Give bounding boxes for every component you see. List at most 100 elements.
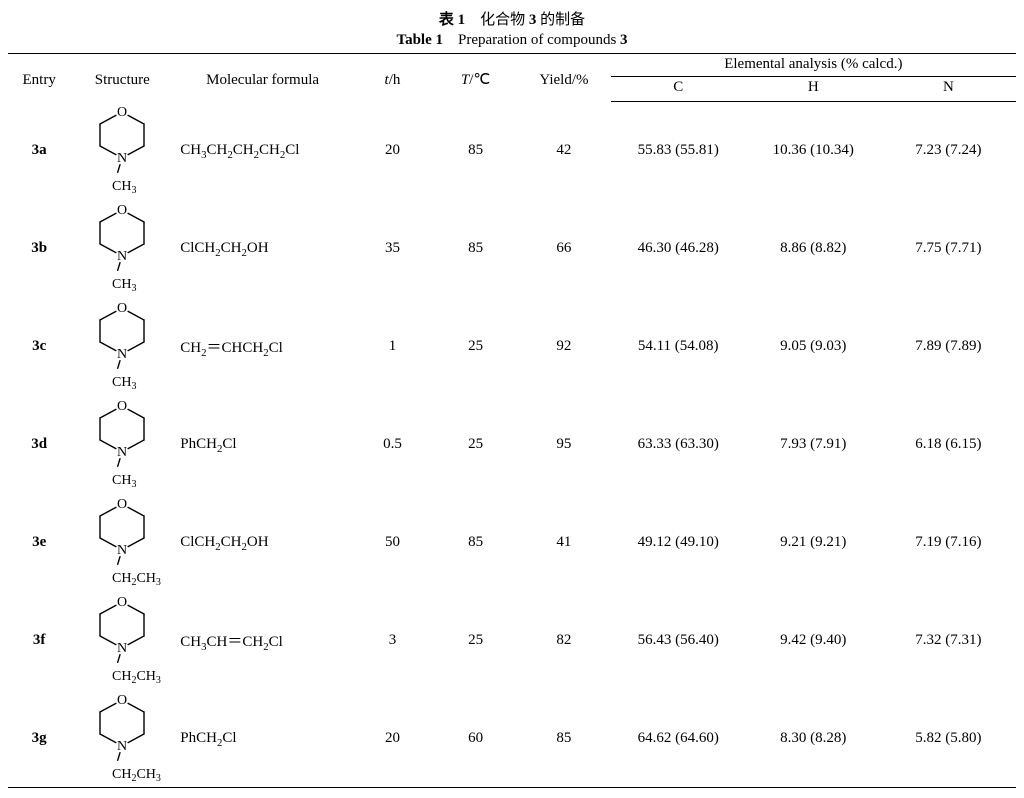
- cell-t: 1: [351, 297, 434, 395]
- col-entry: Entry: [8, 53, 70, 101]
- cell-T: 25: [434, 297, 517, 395]
- cell-N: 7.89 (7.89): [881, 297, 1016, 395]
- cell-yield: 92: [517, 297, 611, 395]
- caption-cn-text: 化合物 3 的制备: [465, 12, 585, 28]
- svg-text:O: O: [117, 203, 127, 218]
- cell-C: 54.11 (54.08): [611, 297, 746, 395]
- svg-text:CH2CH3: CH2CH3: [112, 669, 161, 686]
- cell-H: 8.30 (8.28): [746, 689, 881, 788]
- cell-yield: 41: [517, 493, 611, 591]
- cell-entry: 3g: [8, 689, 70, 788]
- col-N: N: [881, 76, 1016, 101]
- caption-en-bold: Table 1: [396, 32, 443, 48]
- col-structure: Structure: [70, 53, 174, 101]
- col-t: t/h: [351, 53, 434, 101]
- cell-T: 25: [434, 591, 517, 689]
- svg-text:O: O: [117, 693, 127, 708]
- cell-t: 20: [351, 101, 434, 199]
- cell-N: 7.19 (7.16): [881, 493, 1016, 591]
- cell-C: 49.12 (49.10): [611, 493, 746, 591]
- svg-text:O: O: [117, 497, 127, 512]
- table-row: 3e O N CH2CH3 ClCH2CH2OH 50 85 41 49.12 …: [8, 493, 1016, 591]
- svg-text:N: N: [117, 445, 127, 460]
- svg-text:N: N: [117, 249, 127, 264]
- cell-C: 46.30 (46.28): [611, 199, 746, 297]
- cell-C: 64.62 (64.60): [611, 689, 746, 788]
- cell-yield: 66: [517, 199, 611, 297]
- cell-formula: CH3CH2CH2CH2Cl: [174, 101, 351, 199]
- cell-formula: ClCH2CH2OH: [174, 199, 351, 297]
- svg-text:CH3: CH3: [112, 375, 136, 392]
- col-formula: Molecular formula: [174, 53, 351, 101]
- table-row: 3b O N CH3 ClCH2CH2OH 35 85 66 46.30 (46…: [8, 199, 1016, 297]
- table-row: 3c O N CH3 CH2＝CHCH2Cl 1 25 92 54.11 (54…: [8, 297, 1016, 395]
- cell-structure: O N CH3: [70, 199, 174, 297]
- cell-formula: PhCH2Cl: [174, 689, 351, 788]
- cell-formula: CH2＝CHCH2Cl: [174, 297, 351, 395]
- col-C: C: [611, 76, 746, 101]
- cell-N: 5.82 (5.80): [881, 689, 1016, 788]
- cell-N: 6.18 (6.15): [881, 395, 1016, 493]
- cell-formula: ClCH2CH2OH: [174, 493, 351, 591]
- cell-entry: 3a: [8, 101, 70, 199]
- cell-yield: 95: [517, 395, 611, 493]
- cell-structure: O N CH2CH3: [70, 689, 174, 788]
- cell-structure: O N CH3: [70, 101, 174, 199]
- cell-H: 8.86 (8.82): [746, 199, 881, 297]
- svg-text:O: O: [117, 595, 127, 610]
- col-T: T/℃: [434, 53, 517, 101]
- svg-text:O: O: [117, 105, 127, 120]
- svg-text:N: N: [117, 641, 127, 656]
- cell-N: 7.23 (7.24): [881, 101, 1016, 199]
- cell-T: 85: [434, 101, 517, 199]
- col-H: H: [746, 76, 881, 101]
- cell-C: 56.43 (56.40): [611, 591, 746, 689]
- table-row: 3g O N CH2CH3 PhCH2Cl 20 60 85 64.62 (64…: [8, 689, 1016, 788]
- cell-structure: O N CH2CH3: [70, 591, 174, 689]
- cell-T: 25: [434, 395, 517, 493]
- cell-yield: 82: [517, 591, 611, 689]
- cell-structure: O N CH2CH3: [70, 493, 174, 591]
- svg-text:O: O: [117, 301, 127, 316]
- cell-H: 9.42 (9.40): [746, 591, 881, 689]
- cell-structure: O N CH3: [70, 297, 174, 395]
- cell-entry: 3d: [8, 395, 70, 493]
- cell-entry: 3b: [8, 199, 70, 297]
- svg-text:N: N: [117, 739, 127, 754]
- col-ea-group: Elemental analysis (% calcd.): [611, 53, 1016, 76]
- col-yield: Yield/%: [517, 53, 611, 101]
- table-row: 3f O N CH2CH3 CH3CH＝CH2Cl 3 25 82 56.43 …: [8, 591, 1016, 689]
- svg-text:CH2CH3: CH2CH3: [112, 571, 161, 588]
- cell-C: 63.33 (63.30): [611, 395, 746, 493]
- cell-N: 7.32 (7.31): [881, 591, 1016, 689]
- cell-yield: 85: [517, 689, 611, 788]
- svg-text:N: N: [117, 151, 127, 166]
- table-row: 3d O N CH3 PhCH2Cl 0.5 25 95 63.33 (63.3…: [8, 395, 1016, 493]
- cell-H: 7.93 (7.91): [746, 395, 881, 493]
- cell-entry: 3c: [8, 297, 70, 395]
- cell-formula: CH3CH＝CH2Cl: [174, 591, 351, 689]
- cell-T: 85: [434, 493, 517, 591]
- cell-T: 60: [434, 689, 517, 788]
- svg-text:O: O: [117, 399, 127, 414]
- svg-text:N: N: [117, 347, 127, 362]
- svg-text:CH3: CH3: [112, 277, 136, 294]
- svg-text:N: N: [117, 543, 127, 558]
- compounds-table: Entry Structure Molecular formula t/h T/…: [8, 53, 1016, 789]
- cell-t: 50: [351, 493, 434, 591]
- cell-C: 55.83 (55.81): [611, 101, 746, 199]
- cell-yield: 42: [517, 101, 611, 199]
- cell-entry: 3f: [8, 591, 70, 689]
- cell-formula: PhCH2Cl: [174, 395, 351, 493]
- cell-t: 3: [351, 591, 434, 689]
- cell-t: 20: [351, 689, 434, 788]
- cell-structure: O N CH3: [70, 395, 174, 493]
- table-caption: 表 1 化合物 3 的制备 Table 1 Preparation of com…: [8, 10, 1016, 51]
- table-row: 3a O N CH3 CH3CH2CH2CH2Cl 20 85 42 55.83…: [8, 101, 1016, 199]
- svg-text:CH2CH3: CH2CH3: [112, 767, 161, 784]
- cell-H: 9.21 (9.21): [746, 493, 881, 591]
- cell-T: 85: [434, 199, 517, 297]
- svg-text:CH3: CH3: [112, 179, 136, 196]
- cell-t: 0.5: [351, 395, 434, 493]
- cell-N: 7.75 (7.71): [881, 199, 1016, 297]
